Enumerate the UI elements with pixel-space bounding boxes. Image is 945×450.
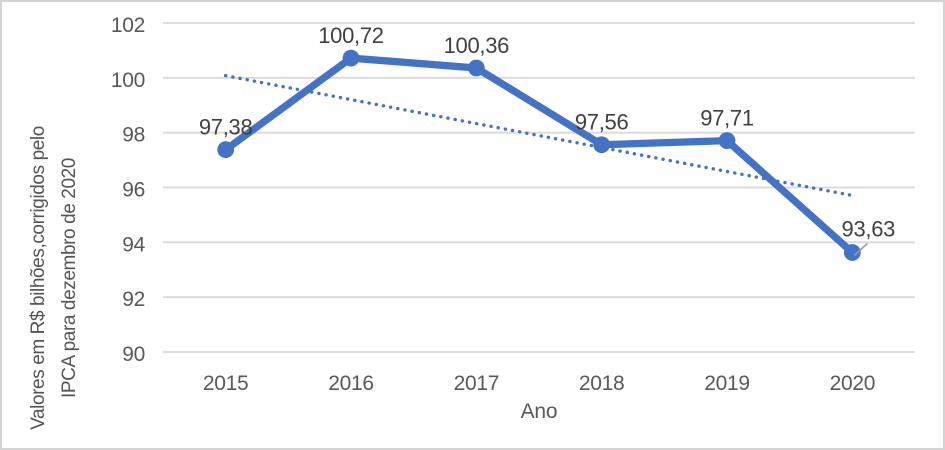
x-axis-title: Ano (521, 400, 558, 423)
data-labels: 97,38 100,72 100,36 97,56 97,71 93,63 (199, 23, 896, 241)
y-axis-tick-labels: 102 100 98 96 94 92 90 (111, 14, 146, 366)
y-axis-tick-label: 102 (111, 14, 145, 37)
data-point-marker (718, 132, 736, 150)
x-axis-tick-label: 2020 (830, 372, 876, 395)
y-axis-tick-label: 96 (122, 179, 145, 202)
y-axis-tick-label: 94 (122, 233, 145, 256)
y-axis-tick-label: 92 (122, 288, 145, 311)
trendline-dotted (223, 73, 855, 198)
y-axis-title-line1: Valores em R$ bilhões,corrigidos pelo (28, 126, 49, 430)
data-label: 100,72 (318, 23, 384, 48)
label-leader-lines (853, 242, 868, 257)
data-point-marker (843, 244, 861, 261)
y-axis-tick-label: 98 (122, 124, 145, 147)
data-label: 100,36 (444, 33, 510, 58)
data-label: 97,71 (700, 106, 754, 131)
data-label: 97,38 (199, 115, 253, 140)
series-line (217, 49, 861, 261)
x-axis-tick-label: 2019 (704, 372, 750, 395)
data-point-marker (593, 136, 611, 154)
x-axis-tick-label: 2016 (328, 372, 374, 395)
data-point-marker (217, 141, 235, 159)
y-axis-title-line2: IPCA para dezembro de 2020 (59, 158, 80, 398)
series-polyline (222, 54, 856, 257)
trendline (223, 73, 855, 198)
data-point-marker (467, 59, 485, 77)
x-axis-tick-labels: 2015 2016 2017 2018 2019 2020 (203, 372, 875, 395)
y-axis-tick-label: 100 (111, 69, 145, 92)
x-axis-tick-label: 2017 (454, 372, 500, 395)
label-leader-line (853, 242, 868, 257)
gridlines (163, 22, 915, 353)
x-axis-tick-label: 2018 (579, 372, 625, 395)
data-point-marker (342, 49, 360, 67)
data-label: 93,63 (842, 216, 896, 241)
x-axis-tick-label: 2015 (203, 372, 249, 395)
data-label: 97,56 (575, 110, 629, 135)
y-axis-tick-label: 90 (122, 343, 145, 366)
